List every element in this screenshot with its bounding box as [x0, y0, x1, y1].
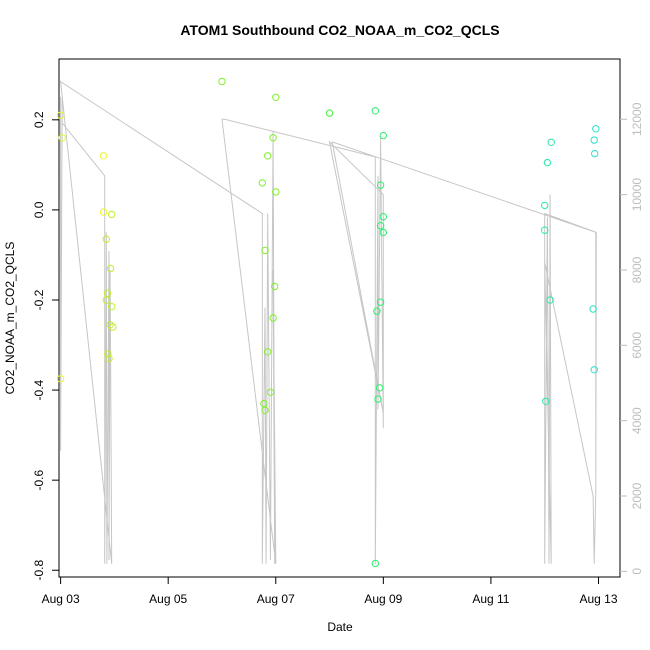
data-point — [108, 303, 116, 311]
data-point — [108, 210, 116, 219]
y-tick-label: -0.4 — [32, 379, 46, 400]
data-point — [271, 282, 279, 291]
data-point — [376, 181, 385, 189]
altitude-line — [59, 80, 597, 564]
x-tick-label: Aug 13 — [579, 592, 617, 606]
data-point — [99, 208, 108, 216]
data-point — [379, 213, 387, 221]
y-axis: -0.8 -0.6 -0.4 -0.2 0.0 0.2 — [32, 111, 59, 581]
x-tick-label: Aug 09 — [364, 592, 402, 606]
co2-points — [56, 77, 600, 568]
y-tick-label: 0.0 — [32, 201, 46, 218]
plot-frame — [58, 58, 621, 578]
y-tick-label: -0.2 — [32, 289, 46, 310]
data-point — [546, 296, 554, 304]
data-point — [590, 366, 598, 374]
data-point — [543, 158, 552, 167]
data-point — [272, 188, 280, 196]
data-point — [542, 397, 550, 405]
data-point — [371, 559, 379, 568]
data-point — [375, 384, 384, 392]
y2-tick-label: 2000 — [630, 482, 644, 509]
data-point — [592, 125, 600, 133]
y2-axis: 0 2000 4000 6000 8000 10000 12000 — [620, 102, 644, 575]
data-point — [266, 388, 275, 396]
data-point — [371, 107, 379, 115]
data-point — [102, 296, 111, 304]
y-tick-label: -0.8 — [32, 560, 46, 581]
y2-tick-label: 6000 — [630, 332, 644, 359]
data-point — [374, 395, 382, 403]
data-point — [109, 323, 117, 331]
data-point — [58, 134, 66, 142]
data-point — [218, 77, 226, 86]
data-point — [102, 235, 111, 243]
data-point — [591, 149, 599, 158]
data-point — [589, 305, 597, 313]
data-point — [104, 350, 112, 358]
x-tick-label: Aug 03 — [42, 592, 80, 606]
altitude-series — [59, 80, 597, 564]
y2-tick-label: 8000 — [630, 256, 644, 283]
y2-tick-label: 12000 — [630, 102, 644, 136]
x-axis-label: Date — [327, 620, 353, 634]
data-point — [261, 246, 269, 255]
data-point — [376, 298, 385, 306]
data-point — [379, 228, 387, 237]
data-point — [373, 307, 381, 315]
data-point — [56, 375, 65, 383]
data-point — [258, 179, 266, 187]
y2-tick-label: 4000 — [630, 407, 644, 434]
y2-tick-label: 0 — [630, 568, 644, 575]
x-tick-label: Aug 05 — [149, 592, 187, 606]
data-point — [99, 152, 108, 160]
data-point — [269, 134, 277, 142]
x-tick-label: Aug 07 — [257, 592, 295, 606]
data-point — [261, 406, 269, 414]
data-point — [541, 201, 549, 210]
data-point — [106, 264, 115, 273]
data-point — [541, 226, 549, 234]
data-point — [56, 111, 65, 120]
data-point — [269, 314, 277, 322]
data-point — [105, 354, 113, 363]
y-tick-label: -0.6 — [32, 470, 46, 491]
x-tick-label: Aug 11 — [472, 592, 509, 606]
y2-tick-label: 10000 — [630, 178, 644, 212]
data-point — [264, 348, 272, 356]
data-point — [590, 136, 598, 144]
x-axis: Aug 03 Aug 05 Aug 07 Aug 09 Aug 11 Aug 13 — [42, 577, 618, 606]
data-point — [325, 109, 334, 117]
data-point — [379, 131, 387, 140]
y-tick-label: 0.2 — [32, 111, 46, 128]
data-point — [264, 152, 272, 160]
data-point — [376, 222, 385, 230]
data-point — [547, 138, 555, 147]
chart-title: ATOM1 Southbound CO2_NOAA_m_CO2_QCLS — [180, 22, 499, 38]
y-axis-label: CO2_NOAA_m_CO2_QCLS — [3, 242, 17, 395]
data-point — [103, 289, 112, 297]
data-point — [272, 93, 280, 102]
